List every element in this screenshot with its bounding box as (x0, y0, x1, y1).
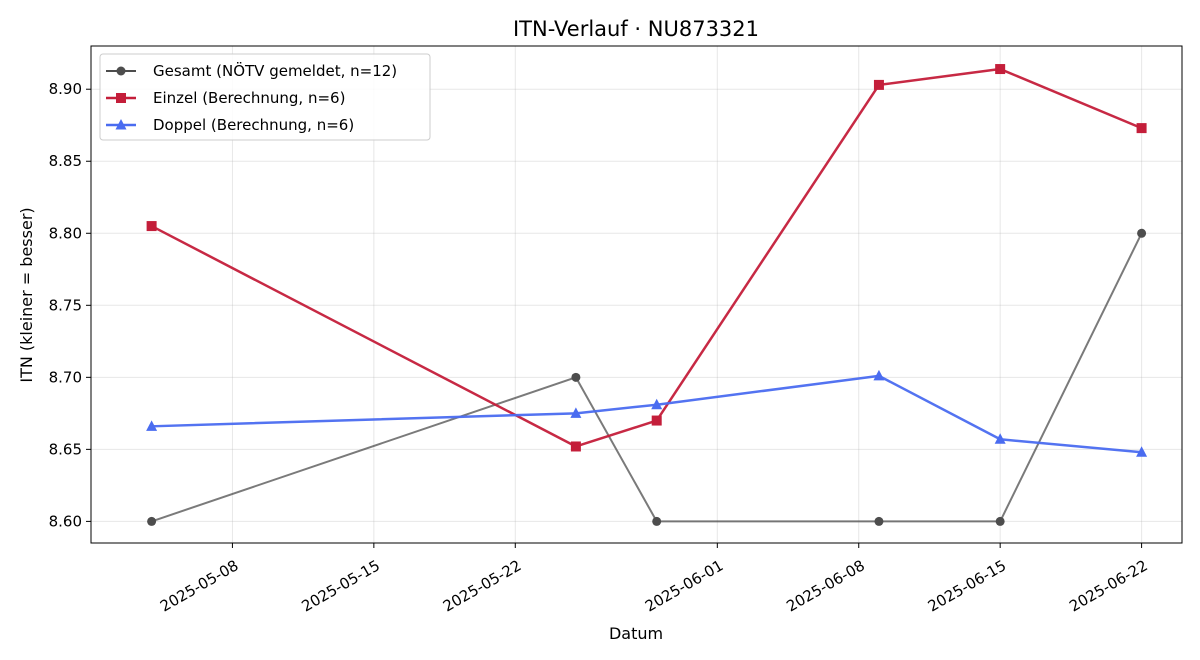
plot-frame (90, 45, 1183, 544)
x-tick-label: 2025-06-15 (925, 556, 1010, 615)
data-point (651, 398, 663, 410)
data-point (1137, 228, 1147, 238)
series-square (146, 64, 1147, 452)
legend: Gesamt (NÖTV gemeldet, n=12) Einzel (Bere… (99, 53, 431, 141)
x-tick-label: 2025-05-08 (157, 556, 242, 615)
legend-marker (115, 119, 127, 130)
legend-marker (116, 93, 126, 103)
y-tick-label: 8.65 (49, 440, 82, 458)
data-point (873, 79, 884, 90)
data-point (994, 433, 1006, 444)
x-tick-label: 2025-06-22 (1066, 556, 1151, 615)
legend-label: Einzel (Berechnung, n=6) (153, 89, 345, 107)
grid-lines (91, 46, 1182, 543)
data-point (873, 369, 885, 381)
series-line (151, 67, 1143, 448)
legend-box (99, 53, 431, 141)
legend-item: Gesamt (NÖTV gemeldet, n=12) (106, 61, 397, 80)
y-tick-label: 8.90 (49, 80, 82, 98)
series-circle (147, 228, 1147, 526)
y-axis-ticks: 8.60 8.65 8.70 8.75 8.80 8.85 8.90 (49, 80, 91, 530)
data-point (995, 516, 1005, 526)
chart-title: ITN-Verlauf · NU873321 (513, 17, 759, 41)
data-point (652, 516, 662, 526)
data-point (570, 441, 581, 452)
legend-label: Doppel (Berechnung, n=6) (153, 116, 354, 134)
data-point (570, 407, 582, 418)
y-axis-label: ITN (kleiner = besser) (17, 207, 36, 382)
data-point (147, 516, 157, 526)
x-axis-label: Datum (609, 624, 663, 643)
data-point (146, 420, 158, 431)
x-tick-label: 2025-06-08 (783, 556, 868, 615)
x-axis-ticks: 2025-05-08 2025-05-15 2025-05-22 2025-06-01… (157, 543, 1151, 615)
data-point (1136, 446, 1148, 457)
series-triangle (146, 369, 1148, 457)
data-point (1136, 123, 1147, 134)
data-point (995, 64, 1006, 75)
series-layer (146, 64, 1148, 526)
data-point (874, 516, 884, 526)
legend-marker (116, 66, 126, 76)
y-tick-label: 8.85 (49, 152, 82, 170)
x-tick-label: 2025-06-01 (642, 556, 727, 615)
series-line (151, 374, 1142, 454)
y-tick-label: 8.60 (49, 512, 82, 530)
data-point (571, 372, 581, 382)
x-tick-label: 2025-05-15 (298, 556, 383, 615)
series-line (151, 232, 1143, 523)
legend-item: Doppel (Berechnung, n=6) (106, 116, 354, 134)
y-tick-label: 8.75 (49, 296, 82, 314)
y-tick-label: 8.80 (49, 224, 82, 242)
data-point (146, 221, 157, 232)
x-tick-label: 2025-05-22 (440, 556, 525, 615)
data-point (651, 415, 662, 426)
legend-label: Gesamt (NÖTV gemeldet, n=12) (153, 61, 397, 80)
legend-item: Einzel (Berechnung, n=6) (106, 89, 345, 107)
y-tick-label: 8.70 (49, 368, 82, 386)
